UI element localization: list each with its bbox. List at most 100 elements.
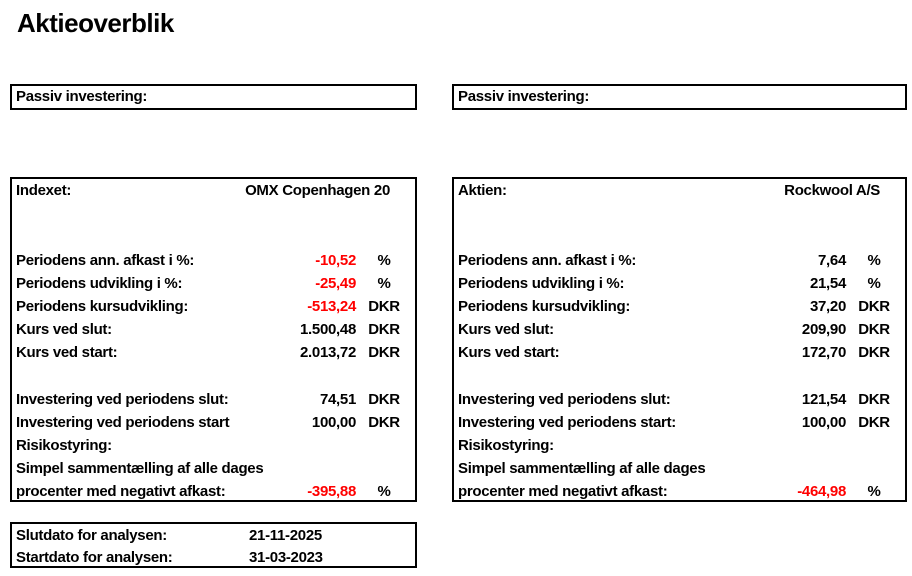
row-label: Periodens udvikling i %: <box>458 274 625 292</box>
row-value: 37,20 <box>809 297 846 315</box>
row-value: -10,52 <box>315 251 356 269</box>
index-panel: Indexet: OMX Copenhagen 20 Periodens ann… <box>10 177 417 502</box>
panel-row: Periodens kursudvikling: -513,24 DKR <box>16 295 412 318</box>
row-value: 209,90 <box>801 321 846 339</box>
spacer-row <box>458 365 902 388</box>
row-unit: DKR <box>368 390 400 408</box>
panel-row: Investering ved periodens start 100,00 DKR <box>16 411 412 434</box>
row-unit <box>356 457 412 480</box>
passive-investing-header-right: Passiv investering: <box>452 84 907 110</box>
row-label: Periodens ann. afkast i %: <box>16 251 195 269</box>
row-label: Investering ved periodens slut: <box>16 390 229 408</box>
row-value <box>751 457 846 480</box>
row-label: Investering ved periodens start <box>16 413 230 431</box>
row-value: 172,70 <box>801 344 846 362</box>
row-unit: % <box>377 274 391 292</box>
panel-row: Investering ved periodens start: 100,00 DK… <box>458 411 902 434</box>
start-date-row: Startdato for analysen: 31-03-2023 <box>16 547 412 567</box>
row-unit <box>846 457 902 480</box>
panel-row: Periodens udvikling i %: 21,54% <box>458 272 902 295</box>
panel-row: Investering ved periodens slut: 121,54 DKR <box>458 388 902 411</box>
row-value: 1.500,48 <box>300 321 356 339</box>
panel-row: procenter med negativt afkast: -395,88% <box>16 480 412 501</box>
row-unit: DKR <box>858 390 890 408</box>
row-label: Risikostyring: <box>458 437 554 455</box>
row-value: -513,24 <box>307 297 356 315</box>
row-value: -395,88 <box>307 483 356 501</box>
row-unit: % <box>377 483 391 501</box>
row-label: Periodens ann. afkast i %: <box>458 251 637 269</box>
row-value: 74,51 <box>319 390 356 408</box>
row-label: Kurs ved slut: <box>458 321 554 339</box>
row-unit: DKR <box>368 413 400 431</box>
row-label: Simpel sammentælling af alle dages <box>16 460 264 478</box>
row-value: 100,00 <box>311 413 356 431</box>
index-panel-rows: Periodens ann. afkast i %: -10,52% Periode… <box>16 249 412 501</box>
panel-row: Kurs ved slut: 1.500,48 DKR <box>16 318 412 341</box>
row-value <box>751 434 846 457</box>
spacer-row <box>16 365 412 388</box>
panel-row: Periodens udvikling i %: -25,49% <box>16 272 412 295</box>
row-unit: DKR <box>858 297 890 315</box>
panel-row: procenter med negativt afkast: -464,98% <box>458 480 902 501</box>
row-value: -464,98 <box>797 483 846 501</box>
analysis-dates-box: Slutdato for analysen: 21-11-2025 Startd… <box>10 522 417 568</box>
panel-row: Kurs ved start: 172,70 DKR <box>458 341 902 364</box>
panel-row: Kurs ved slut: 209,90 DKR <box>458 318 902 341</box>
row-value <box>261 434 356 457</box>
row-label: Risikostyring: <box>16 437 112 455</box>
panel-row: Risikostyring: <box>16 434 412 457</box>
row-unit: % <box>867 251 881 269</box>
row-unit: DKR <box>858 413 890 431</box>
row-label: Kurs ved slut: <box>16 321 112 339</box>
row-label: Periodens kursudvikling: <box>458 297 631 315</box>
subject-name: Rockwool A/S <box>784 182 881 199</box>
panel-row: Periodens kursudvikling: 37,20 DKR <box>458 295 902 318</box>
row-value: 100,00 <box>801 413 846 431</box>
row-value: 21,54 <box>809 274 846 292</box>
row-unit: DKR <box>368 297 400 315</box>
row-label: Investering ved periodens slut: <box>458 390 671 408</box>
passive-investing-header-label: Passiv investering: <box>458 88 590 105</box>
end-date-row: Slutdato for analysen: 21-11-2025 <box>16 525 412 547</box>
panel-row: Simpel sammentælling af alle dages <box>16 457 412 480</box>
panel-row: Kurs ved start: 2.013,72 DKR <box>16 341 412 364</box>
panel-row: Periodens ann. afkast i %: 7,64% <box>458 249 902 272</box>
subject-row: Indexet: OMX Copenhagen 20 <box>16 179 412 202</box>
panel-row: Periodens ann. afkast i %: -10,52% <box>16 249 412 272</box>
subject-label: Aktien: <box>458 182 507 199</box>
row-unit: % <box>867 274 881 292</box>
passive-investing-header-left: Passiv investering: <box>10 84 417 110</box>
subject-row: Aktien: Rockwool A/S <box>458 179 902 202</box>
end-date-label: Slutdato for analysen: <box>16 527 167 544</box>
row-value: 2.013,72 <box>300 344 356 362</box>
row-unit: DKR <box>368 344 400 362</box>
panel-row: Investering ved periodens slut: 74,51 DKR <box>16 388 412 411</box>
row-unit: DKR <box>368 321 400 339</box>
row-unit <box>846 434 902 457</box>
row-label: Periodens udvikling i %: <box>16 274 183 292</box>
row-label: Investering ved periodens start: <box>458 413 676 431</box>
row-unit: % <box>377 251 391 269</box>
subject-label: Indexet: <box>16 182 72 199</box>
row-label: Periodens kursudvikling: <box>16 297 189 315</box>
row-value: 7,64 <box>818 251 846 269</box>
end-date-value: 21-11-2025 <box>249 527 322 544</box>
panel-row: Risikostyring: <box>458 434 902 457</box>
row-value <box>261 457 356 480</box>
panel-row: Simpel sammentælling af alle dages <box>458 457 902 480</box>
stock-panel: Aktien: Rockwool A/S Periodens ann. afka… <box>452 177 907 502</box>
start-date-label: Startdato for analysen: <box>16 548 173 566</box>
row-unit: % <box>867 483 881 501</box>
row-value: 121,54 <box>801 390 846 408</box>
row-unit: DKR <box>858 344 890 362</box>
passive-investing-header-label: Passiv investering: <box>16 88 148 105</box>
row-value: -25,49 <box>315 274 356 292</box>
stock-panel-rows: Periodens ann. afkast i %: 7,64% Periodens… <box>458 249 902 501</box>
row-unit <box>356 434 412 457</box>
row-label: procenter med negativt afkast: <box>16 483 226 501</box>
subject-name: OMX Copenhagen 20 <box>245 182 390 199</box>
row-label: Kurs ved start: <box>458 344 560 362</box>
page-title: Aktieoverblik <box>17 8 174 38</box>
start-date-value: 31-03-2023 <box>249 548 323 566</box>
